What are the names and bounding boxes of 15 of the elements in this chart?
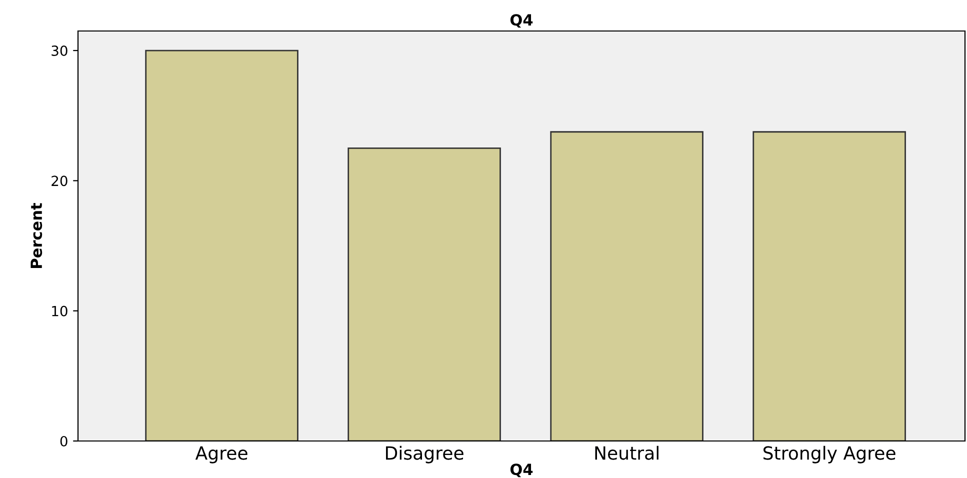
y-tick-label: 0	[60, 436, 68, 446]
bar	[550, 131, 704, 441]
y-tick-label: 20	[52, 176, 68, 186]
bar	[145, 50, 298, 441]
x-tick-label: Neutral	[595, 446, 658, 460]
x-tick-label: Disagree	[386, 446, 464, 464]
y-tick-label: 30	[52, 45, 68, 56]
bar	[348, 147, 501, 441]
chart-title: Q4	[510, 14, 533, 28]
x-tick-label: Strongly Agree	[764, 446, 896, 464]
x-axis-title: Q4	[510, 464, 533, 478]
y-tick-label: 10	[52, 306, 68, 316]
bar	[752, 131, 906, 441]
x-tick-label: Agree	[195, 446, 248, 464]
y-axis-title: Percent	[30, 203, 42, 268]
